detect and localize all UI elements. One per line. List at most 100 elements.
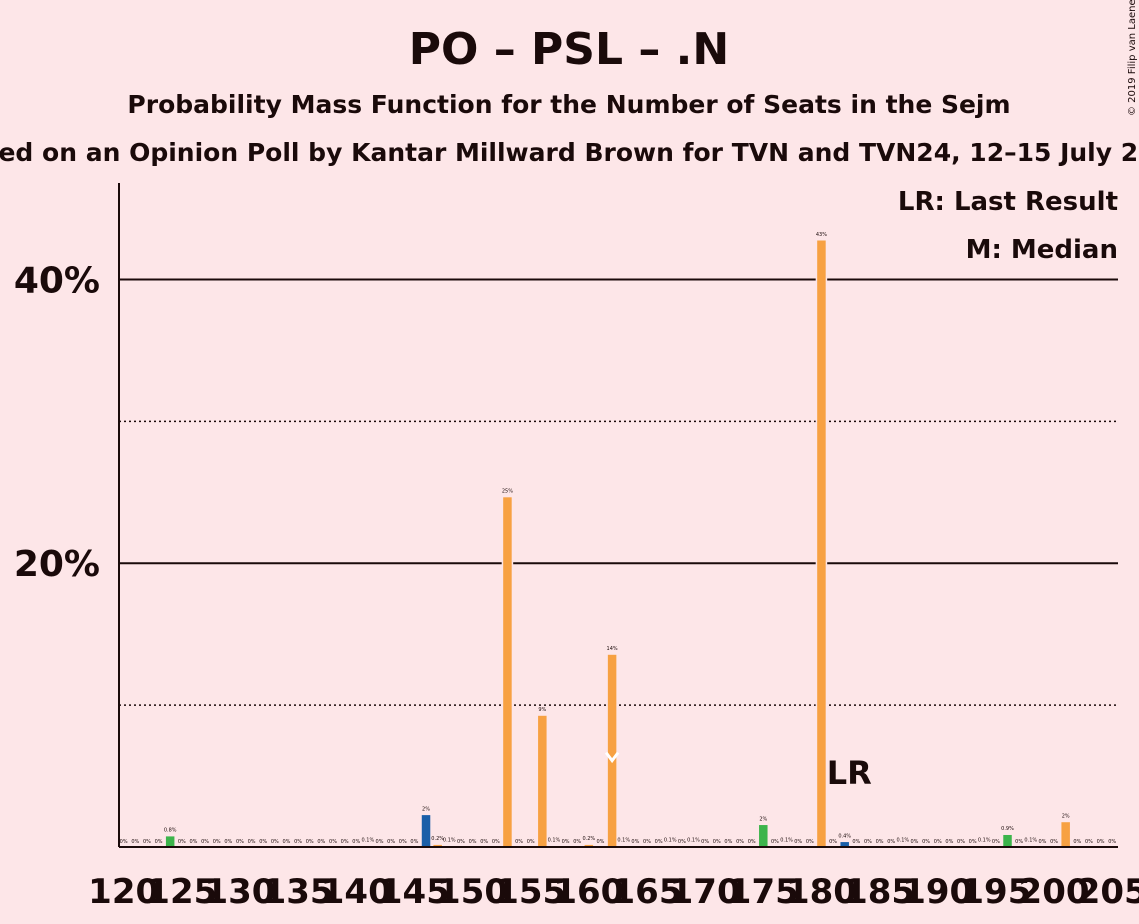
data-label: 0% xyxy=(1097,839,1105,845)
x-tick-label: 170 xyxy=(670,872,741,912)
data-label: 0.1% xyxy=(443,838,456,844)
data-label: 0% xyxy=(724,839,732,845)
bar xyxy=(757,823,770,848)
y-tick-label: 40% xyxy=(14,260,100,301)
data-label: 0% xyxy=(643,839,651,845)
data-label: 0% xyxy=(934,839,942,845)
copyright: © 2019 Filip van Laenen xyxy=(1127,0,1138,116)
legend-entry: LR: Last Result xyxy=(898,187,1118,217)
bar xyxy=(1059,820,1072,848)
data-label: 0% xyxy=(829,839,837,845)
data-label: 0% xyxy=(120,839,128,845)
data-label: 0% xyxy=(201,839,209,845)
x-tick-label: 120 xyxy=(88,872,159,912)
data-label: 0% xyxy=(1108,839,1116,845)
data-label: 0% xyxy=(457,839,465,845)
data-label: 2% xyxy=(759,816,767,822)
data-label: 0% xyxy=(410,839,418,845)
data-label: 0.8% xyxy=(164,828,177,834)
data-label: 0% xyxy=(1050,839,1058,845)
data-label: 0% xyxy=(189,839,197,845)
data-label: 0% xyxy=(748,839,756,845)
data-label: 0% xyxy=(957,839,965,845)
chart-subtitle: Probability Mass Function for the Number… xyxy=(127,90,1010,119)
data-label: 0% xyxy=(864,839,872,845)
y-tick-label: 20% xyxy=(14,544,100,585)
data-label: 2% xyxy=(422,806,430,812)
last-result-marker: LR xyxy=(827,754,872,792)
data-label: 0% xyxy=(1085,839,1093,845)
bar xyxy=(164,834,176,848)
bar xyxy=(606,653,618,848)
x-tick-label: 150 xyxy=(437,872,508,912)
bar xyxy=(1001,833,1014,848)
data-label: 0% xyxy=(631,839,639,845)
data-label: 0% xyxy=(306,839,314,845)
data-label: 0% xyxy=(678,839,686,845)
data-label: 0% xyxy=(515,839,523,845)
data-label: 0.1% xyxy=(664,838,677,844)
x-tick-label: 200 xyxy=(1019,872,1090,912)
data-label: 2% xyxy=(1062,813,1070,819)
data-label: 0% xyxy=(713,839,721,845)
x-tick-label: 130 xyxy=(204,872,275,912)
data-label: 0% xyxy=(794,839,802,845)
x-tick-label: 145 xyxy=(379,872,450,912)
data-label: 0% xyxy=(283,839,291,845)
x-tick-label: 180 xyxy=(786,872,857,912)
data-label: 0% xyxy=(224,839,232,845)
data-label: 0% xyxy=(1073,839,1081,845)
data-label: 0% xyxy=(1038,839,1046,845)
data-label: 0% xyxy=(736,839,744,845)
data-label: 0.9% xyxy=(1001,826,1014,832)
data-label: 0% xyxy=(341,839,349,845)
data-label: 25% xyxy=(502,489,513,495)
x-tick-label: 185 xyxy=(844,872,915,912)
data-label: 0% xyxy=(271,839,279,845)
x-tick-label: 165 xyxy=(612,872,683,912)
data-label: 0% xyxy=(248,839,256,845)
data-label: 0.1% xyxy=(978,838,991,844)
data-label: 0.1% xyxy=(1024,838,1037,844)
data-label: 0% xyxy=(352,839,360,845)
data-label: 0.1% xyxy=(362,838,375,844)
data-label: 0% xyxy=(469,839,477,845)
data-label: 0% xyxy=(876,839,884,845)
data-label: 0% xyxy=(992,839,1000,845)
data-label: 0% xyxy=(1015,839,1023,845)
x-tick-label: 205 xyxy=(1077,872,1139,912)
data-label: 0.2% xyxy=(431,836,444,842)
data-label: 0.4% xyxy=(838,833,851,839)
data-label: 0.2% xyxy=(582,836,595,842)
data-label: 0% xyxy=(480,839,488,845)
data-label: 0% xyxy=(806,839,814,845)
data-label: 0% xyxy=(562,839,570,845)
data-label: 0% xyxy=(969,839,977,845)
data-label: 0% xyxy=(155,839,163,845)
x-tick-label: 125 xyxy=(146,872,217,912)
data-label: 0% xyxy=(259,839,267,845)
data-label: 0% xyxy=(294,839,302,845)
data-label: 0.1% xyxy=(687,838,700,844)
data-label: 43% xyxy=(816,232,827,238)
data-label: 0% xyxy=(492,839,500,845)
source-note: Based on an Opinion Poll by Kantar Millw… xyxy=(0,138,1139,167)
data-label: 0% xyxy=(527,839,535,845)
x-tick-label: 175 xyxy=(728,872,799,912)
data-label: 0% xyxy=(387,839,395,845)
data-label: 0% xyxy=(911,839,919,845)
x-tick-label: 140 xyxy=(321,872,392,912)
data-label: 0% xyxy=(701,839,709,845)
data-label: 0.1% xyxy=(617,838,630,844)
x-tick-label: 135 xyxy=(263,872,334,912)
data-label: 0% xyxy=(317,839,325,845)
x-tick-label: 160 xyxy=(553,872,624,912)
bar xyxy=(536,714,549,848)
data-label: 0% xyxy=(573,839,581,845)
data-label: 0% xyxy=(655,839,663,845)
data-label: 0.1% xyxy=(780,838,793,844)
data-label: 0.1% xyxy=(548,838,561,844)
bar xyxy=(815,239,828,848)
